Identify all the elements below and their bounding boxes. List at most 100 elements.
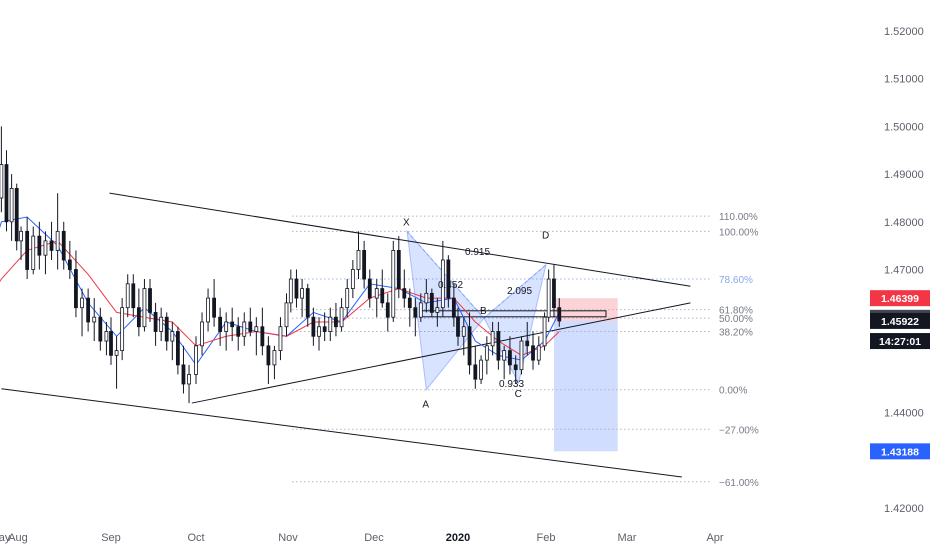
trendline: [191, 302, 691, 404]
candle: [424, 279, 429, 313]
candle-body: [159, 316, 164, 332]
candle: [278, 317, 283, 361]
candle: [125, 274, 130, 318]
candle: [440, 240, 445, 318]
candle: [473, 345, 478, 389]
pattern-bd-line: [483, 264, 547, 319]
fib-level-label: 50.00%: [719, 314, 753, 325]
candle: [200, 312, 204, 356]
candle: [288, 269, 293, 313]
candle: [164, 312, 169, 351]
candle: [272, 345, 277, 380]
candle: [446, 255, 451, 308]
candle-body: [109, 331, 113, 356]
short-position-tool[interactable]: [553, 298, 618, 452]
candle: [496, 321, 501, 370]
pattern-bcd-triangle: [483, 263, 547, 385]
candle-body: [43, 240, 48, 256]
candle-body: [525, 340, 530, 347]
candle: [552, 264, 556, 318]
candle: [508, 336, 512, 375]
candle-body: [236, 326, 241, 337]
candle-body: [206, 297, 210, 323]
candle-body: [391, 250, 396, 318]
candle-body: [242, 321, 247, 337]
candle-body: [380, 288, 385, 304]
candle: [396, 236, 401, 299]
price-axis[interactable]: 1.52000 1.51000 1.50000 1.49000 1.48000 1.470…: [884, 26, 924, 515]
pattern-ratio-label: 2.095: [507, 286, 532, 297]
candle-body: [435, 307, 440, 313]
time-axis[interactable]: Aug Sep Oct Nov Dec 2020 Feb Mar Apr May: [0, 532, 724, 544]
candle-body: [49, 240, 54, 251]
pattern-point-label: A: [422, 400, 429, 411]
candle-body: [502, 350, 507, 361]
candle-body: [396, 250, 401, 289]
candle-body: [557, 307, 562, 322]
candle: [322, 312, 327, 342]
candle-body: [248, 321, 253, 332]
candle: [402, 269, 407, 308]
candle-body: [479, 359, 483, 380]
candle: [429, 288, 434, 318]
candle-body: [294, 278, 299, 299]
candle: [92, 298, 97, 342]
price-tag-label: 1.43188: [881, 446, 919, 458]
candle-body: [153, 312, 158, 332]
candle: [242, 312, 247, 346]
candle: [136, 288, 141, 337]
candle: [43, 231, 48, 275]
price-tag: 1.45922: [870, 312, 930, 329]
fib-retracement[interactable]: 110.00% 100.00% 78.60% 61.80%50.00% 38.20% 0.…: [292, 212, 759, 489]
candle: [456, 307, 460, 346]
candle: [175, 326, 180, 375]
candle: [513, 355, 518, 384]
position-target-zone: [553, 320, 618, 452]
candle: [159, 307, 164, 342]
candle-body: [345, 288, 350, 309]
candle: [484, 336, 489, 375]
time-axis-tick-label: Feb: [537, 532, 556, 544]
candle: [109, 317, 113, 365]
candle: [4, 150, 9, 232]
candle: [490, 321, 495, 356]
candle: [557, 298, 562, 327]
price-axis-tick-label: 1.51000: [884, 74, 924, 86]
candle: [502, 345, 507, 380]
price-tag-label: 1.46399: [881, 293, 919, 305]
candle-body: [284, 302, 289, 328]
candle-body: [519, 340, 524, 371]
candle-body: [402, 288, 407, 299]
candle: [435, 298, 440, 327]
candle: [294, 269, 299, 308]
candle: [519, 336, 524, 375]
candle-body: [339, 307, 344, 328]
candle-body: [451, 297, 456, 318]
candle: [142, 279, 147, 332]
candle: [25, 217, 30, 280]
pattern-point-label: C: [515, 389, 522, 400]
price-tag-background: [870, 312, 930, 329]
candle-body: [164, 316, 169, 342]
candle-body: [61, 230, 66, 261]
candle: [114, 336, 119, 389]
candle-body: [374, 288, 379, 299]
pattern-point-label: X: [403, 217, 410, 228]
candle: [356, 231, 361, 280]
candle-body: [413, 307, 418, 318]
price-axis-tick-label: 1.48000: [884, 217, 924, 229]
price-tag: 1.46399: [870, 290, 930, 307]
candle: [104, 321, 109, 356]
fib-level-label: 110.00%: [719, 212, 758, 223]
candle: [194, 336, 198, 384]
candle: [80, 288, 84, 337]
candle: [339, 298, 344, 332]
candle: [67, 240, 72, 280]
time-axis-tick-label: Oct: [187, 532, 204, 544]
trendline: [1, 388, 682, 478]
candle: [284, 293, 289, 337]
candle: [9, 174, 14, 241]
candle-body: [212, 297, 216, 318]
price-tag-background: [870, 443, 930, 460]
